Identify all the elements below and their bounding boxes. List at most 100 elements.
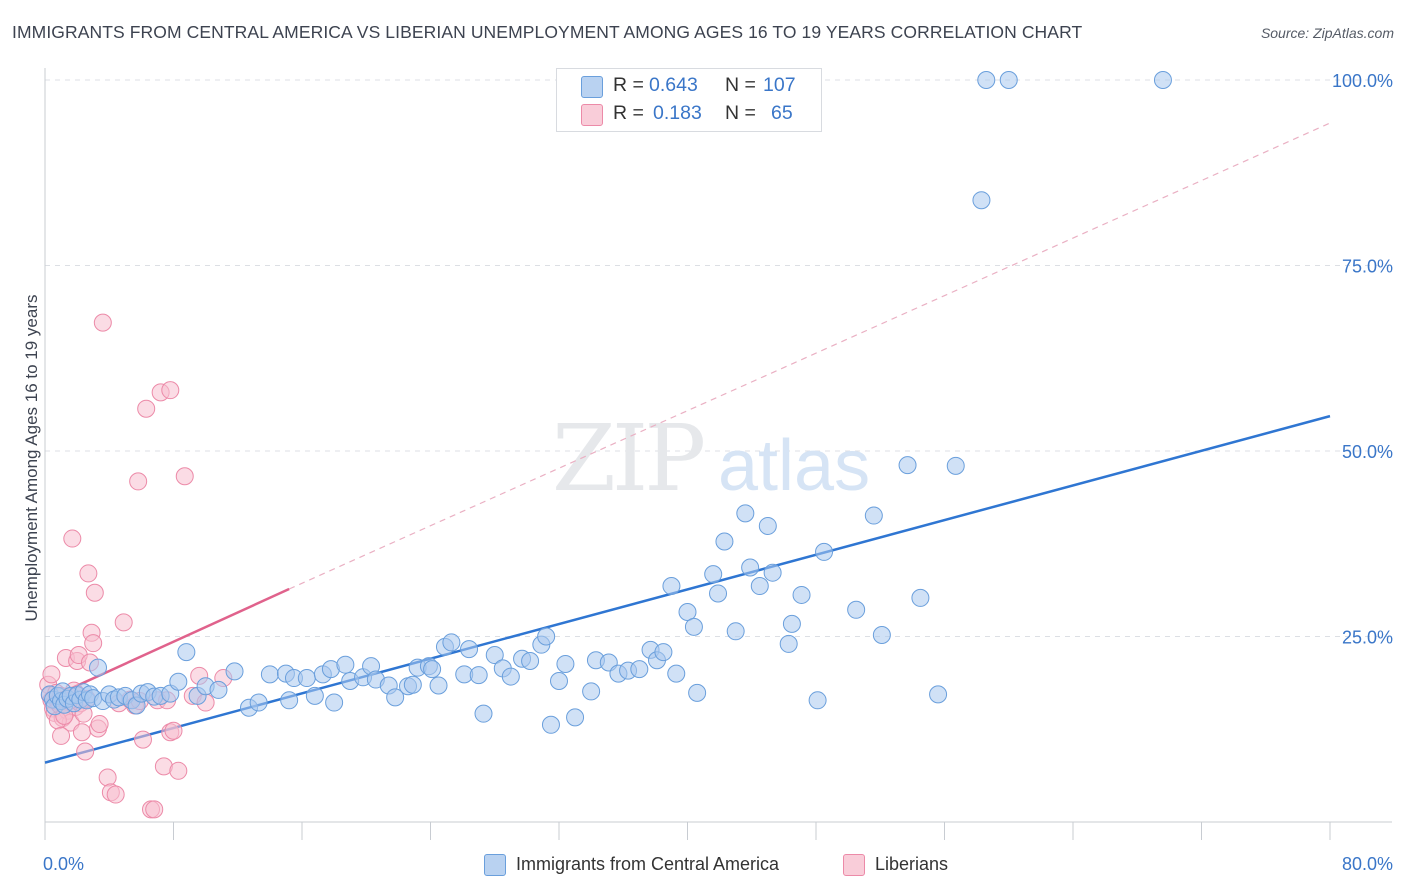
point-central-america bbox=[654, 643, 673, 662]
point-central-america bbox=[423, 660, 442, 679]
r-label: R = bbox=[613, 74, 644, 96]
point-liberians bbox=[164, 721, 183, 740]
n-label: N = bbox=[725, 102, 756, 124]
point-liberians bbox=[98, 768, 117, 787]
point-liberians bbox=[79, 564, 98, 583]
point-liberians bbox=[52, 726, 71, 745]
point-central-america bbox=[630, 660, 649, 679]
point-central-america bbox=[758, 516, 777, 535]
point-liberians bbox=[169, 761, 188, 780]
pink-swatch bbox=[843, 854, 865, 876]
point-central-america bbox=[741, 558, 760, 577]
point-liberians bbox=[76, 742, 95, 761]
point-central-america bbox=[469, 666, 488, 685]
point-central-america bbox=[209, 680, 228, 699]
point-central-america bbox=[89, 658, 108, 677]
point-liberians bbox=[42, 665, 61, 684]
point-liberians bbox=[129, 472, 148, 491]
point-central-america bbox=[847, 600, 866, 619]
point-central-america bbox=[521, 651, 540, 670]
point-central-america bbox=[169, 672, 188, 691]
point-liberians bbox=[114, 613, 133, 632]
point-central-america bbox=[260, 665, 279, 684]
point-central-america bbox=[872, 626, 891, 645]
point-liberians bbox=[72, 723, 91, 742]
legend-label: Immigrants from Central America bbox=[516, 854, 780, 874]
point-central-america bbox=[177, 643, 196, 662]
point-liberians bbox=[145, 800, 164, 819]
point-central-america bbox=[541, 715, 560, 734]
x-tick-label: 80.0% bbox=[1342, 854, 1393, 874]
point-central-america bbox=[537, 627, 556, 646]
point-liberians bbox=[161, 381, 180, 400]
point-central-america bbox=[946, 456, 965, 475]
point-central-america bbox=[297, 669, 316, 688]
point-central-america bbox=[225, 662, 244, 681]
point-central-america bbox=[336, 655, 355, 674]
point-central-america bbox=[550, 672, 568, 691]
series-legend: Immigrants from Central America Liberian… bbox=[0, 851, 1406, 879]
point-central-america bbox=[792, 585, 811, 604]
point-liberians bbox=[106, 785, 125, 804]
r-value: 0.643 bbox=[649, 74, 698, 96]
point-central-america bbox=[305, 686, 324, 705]
y-tick-label: 100.0% bbox=[1332, 71, 1393, 91]
point-central-america bbox=[474, 704, 493, 723]
r-value: 0.183 bbox=[653, 102, 702, 124]
point-central-america bbox=[763, 563, 782, 582]
point-central-america bbox=[566, 708, 585, 727]
source-credit: Source: ZipAtlas.com bbox=[1260, 25, 1394, 41]
watermark-zip: ZIP bbox=[552, 405, 703, 512]
point-central-america bbox=[460, 640, 479, 659]
blue-swatch bbox=[581, 76, 603, 98]
point-central-america bbox=[808, 691, 827, 710]
point-central-america bbox=[501, 667, 520, 686]
point-liberians bbox=[137, 399, 156, 418]
stats-row-liberians: R = 0.183 N = 65 bbox=[557, 100, 821, 128]
point-central-america bbox=[972, 191, 991, 210]
point-central-america bbox=[249, 693, 268, 712]
point-central-america bbox=[977, 71, 996, 89]
point-central-america bbox=[325, 693, 344, 712]
point-liberians bbox=[93, 313, 112, 332]
point-central-america bbox=[736, 504, 755, 523]
point-central-america bbox=[485, 646, 504, 665]
point-central-america bbox=[386, 688, 405, 707]
point-central-america bbox=[999, 71, 1018, 89]
point-central-america bbox=[556, 654, 575, 673]
point-central-america bbox=[709, 584, 728, 603]
y-tick-label: 50.0% bbox=[1342, 442, 1393, 462]
point-central-america bbox=[280, 691, 299, 710]
x-tick-label: 0.0% bbox=[43, 854, 84, 874]
point-liberians bbox=[175, 467, 194, 486]
watermark-atlas: atlas bbox=[718, 426, 870, 506]
point-central-america bbox=[684, 617, 703, 636]
stats-legend: R = 0.643 N = 107 R = 0.183 N = 65 bbox=[556, 68, 822, 132]
point-central-america bbox=[782, 614, 801, 633]
legend-label: Liberians bbox=[875, 854, 949, 874]
n-value: 65 bbox=[771, 102, 793, 124]
pink-swatch bbox=[581, 104, 603, 126]
n-label: N = bbox=[725, 74, 756, 96]
y-tick-label: 75.0% bbox=[1342, 257, 1393, 277]
y-tick-label: 25.0% bbox=[1342, 628, 1393, 648]
point-liberians bbox=[63, 529, 82, 548]
stats-row-central-america: R = 0.643 N = 107 bbox=[557, 72, 821, 100]
point-central-america bbox=[815, 542, 834, 561]
point-central-america bbox=[688, 683, 707, 702]
point-central-america bbox=[678, 603, 697, 622]
point-central-america bbox=[662, 577, 681, 596]
r-label: R = bbox=[613, 102, 644, 124]
point-central-america bbox=[726, 622, 745, 641]
point-liberians bbox=[90, 715, 109, 734]
point-central-america bbox=[929, 685, 948, 704]
point-central-america bbox=[911, 588, 930, 607]
point-central-america bbox=[582, 682, 601, 701]
trendline-liberians bbox=[44, 587, 290, 702]
point-liberians bbox=[84, 634, 103, 653]
point-central-america bbox=[429, 676, 448, 695]
n-value: 107 bbox=[763, 74, 796, 96]
point-central-america bbox=[704, 565, 723, 584]
point-central-america bbox=[715, 532, 734, 551]
